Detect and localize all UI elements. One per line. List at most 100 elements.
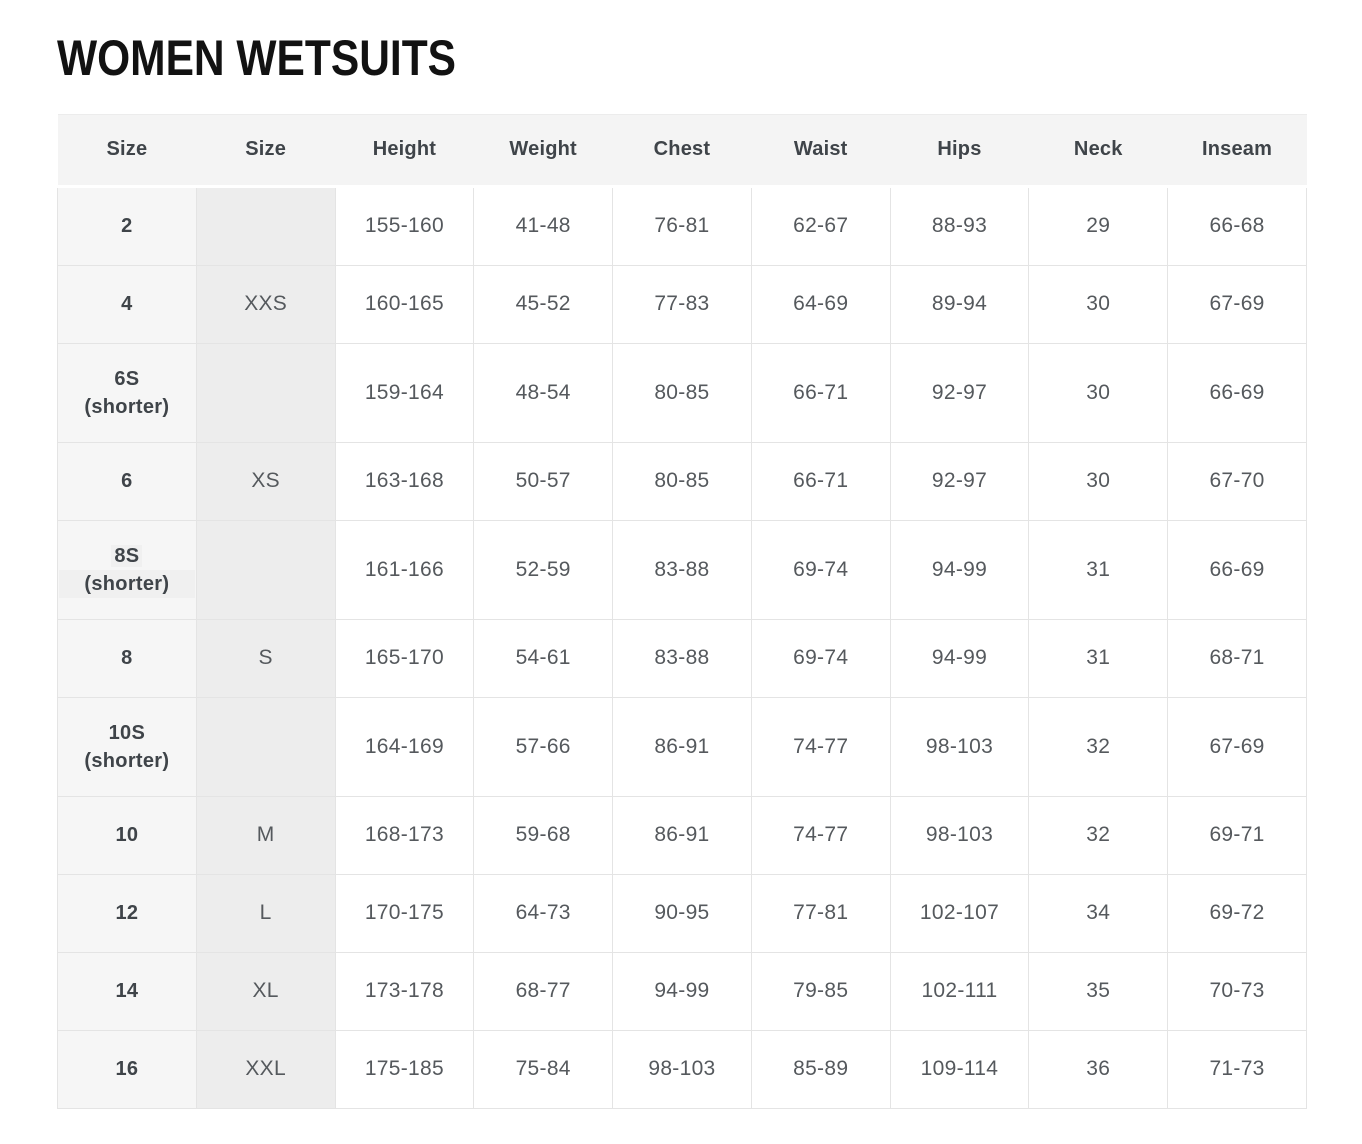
cell-weight: 64-73: [473, 873, 614, 953]
cell-waist: 74-77: [750, 696, 891, 797]
cell-size-letter: [195, 185, 336, 266]
cell-inseam: 71-73: [1167, 1029, 1307, 1109]
size-value: 8: [121, 647, 133, 669]
cell-waist: 77-81: [750, 873, 891, 953]
cell-height: 173-178: [334, 951, 475, 1031]
header-weight: Weight: [473, 113, 613, 188]
cell-neck: 30: [1028, 264, 1169, 344]
header-neck: Neck: [1028, 113, 1168, 188]
cell-waist: 66-71: [750, 441, 891, 521]
size-value: 12: [115, 902, 139, 924]
cell-height: 175-185: [334, 1029, 475, 1109]
cell-waist: 79-85: [750, 951, 891, 1031]
cell-hips: 92-97: [889, 441, 1030, 521]
cell-inseam: 67-70: [1167, 441, 1307, 521]
size-value: 2: [121, 215, 133, 237]
cell-waist: 66-71: [750, 342, 891, 443]
cell-neck: 30: [1028, 342, 1169, 443]
cell-size-letter: [195, 519, 336, 620]
cell-size-letter: XS: [195, 441, 336, 521]
size-value: 4: [121, 293, 133, 315]
size-value: 6: [121, 470, 133, 492]
cell-weight: 57-66: [473, 696, 614, 797]
cell-neck: 32: [1028, 696, 1169, 797]
cell-inseam: 66-68: [1167, 185, 1307, 266]
cell-size-letter: XL: [195, 951, 336, 1031]
cell-neck: 36: [1028, 1029, 1169, 1109]
cell-chest: 83-88: [612, 618, 752, 698]
cell-size: 14: [57, 951, 197, 1031]
cell-height: 161-166: [334, 519, 475, 620]
cell-chest: 83-88: [612, 519, 752, 620]
cell-weight: 68-77: [473, 951, 614, 1031]
cell-weight: 54-61: [473, 618, 614, 698]
table-row: 6S (shorter) 159-164 48-54 80-85 66-71 92-97 30…: [57, 342, 1307, 443]
cell-waist: 74-77: [750, 795, 891, 875]
cell-chest: 98-103: [612, 1029, 752, 1109]
cell-chest: 80-85: [612, 441, 752, 521]
table-header-row: Size Size Height Weight Chest Waist Hips…: [57, 113, 1307, 188]
cell-height: 163-168: [334, 441, 475, 521]
cell-hips: 109-114: [889, 1029, 1030, 1109]
cell-weight: 48-54: [473, 342, 614, 443]
table-body: 2 155-160 41-48 76-81 62-67 88-93 29 66-68 4 XXS 1…: [57, 185, 1307, 1109]
size-value: 16: [115, 1058, 139, 1080]
cell-height: 168-173: [334, 795, 475, 875]
header-height: Height: [335, 113, 474, 188]
cell-chest: 76-81: [612, 185, 752, 266]
cell-size: 10S (shorter): [57, 696, 197, 797]
cell-hips: 98-103: [889, 795, 1030, 875]
size-note: (shorter): [84, 395, 170, 418]
cell-weight: 50-57: [473, 441, 614, 521]
table-row: 10 M 168-173 59-68 86-91 74-77 98-103 32 69-71: [57, 795, 1307, 875]
cell-waist: 62-67: [750, 185, 891, 266]
cell-inseam: 68-71: [1167, 618, 1307, 698]
cell-inseam: 70-73: [1167, 951, 1307, 1031]
cell-neck: 34: [1028, 873, 1169, 953]
cell-weight: 45-52: [473, 264, 614, 344]
cell-neck: 32: [1028, 795, 1169, 875]
table-row: 12 L 170-175 64-73 90-95 77-81 102-107 34 69-72: [57, 873, 1307, 953]
size-note: (shorter): [84, 749, 170, 772]
table-row: 2 155-160 41-48 76-81 62-67 88-93 29 66-68: [57, 185, 1307, 266]
cell-size: 8S (shorter): [57, 519, 197, 620]
cell-size: 4: [57, 264, 197, 344]
header-chest: Chest: [612, 113, 752, 188]
size-note: (shorter): [59, 569, 195, 598]
table-row: 10S (shorter) 164-169 57-66 86-91 74-77 98-103…: [57, 696, 1307, 797]
size-chart-table: Size Size Height Weight Chest Waist Hips…: [57, 113, 1307, 1109]
cell-chest: 86-91: [612, 696, 752, 797]
cell-size-letter: L: [195, 873, 336, 953]
cell-chest: 94-99: [612, 951, 752, 1031]
cell-chest: 80-85: [612, 342, 752, 443]
cell-height: 164-169: [334, 696, 475, 797]
cell-size-letter: S: [195, 618, 336, 698]
table-row: 6 XS 163-168 50-57 80-85 66-71 92-97 30 67-70: [57, 441, 1307, 521]
cell-neck: 31: [1028, 519, 1169, 620]
cell-weight: 59-68: [473, 795, 614, 875]
table-row: 4 XXS 160-165 45-52 77-83 64-69 89-94 30 67-69: [57, 264, 1307, 344]
cell-chest: 86-91: [612, 795, 752, 875]
size-value: 8S: [111, 544, 143, 567]
cell-chest: 90-95: [612, 873, 752, 953]
cell-chest: 77-83: [612, 264, 752, 344]
cell-inseam: 66-69: [1167, 342, 1307, 443]
cell-inseam: 67-69: [1167, 696, 1307, 797]
cell-height: 170-175: [334, 873, 475, 953]
header-size-letter: Size: [196, 113, 336, 188]
cell-hips: 98-103: [889, 696, 1030, 797]
cell-size: 2: [57, 185, 197, 266]
size-value: 14: [115, 980, 139, 1002]
cell-hips: 102-111: [889, 951, 1030, 1031]
cell-hips: 89-94: [889, 264, 1030, 344]
header-waist: Waist: [751, 113, 891, 188]
cell-size-letter: XXL: [195, 1029, 336, 1109]
cell-size-letter: M: [195, 795, 336, 875]
cell-hips: 92-97: [889, 342, 1030, 443]
cell-inseam: 66-69: [1167, 519, 1307, 620]
header-size-us: Size: [57, 113, 197, 188]
cell-waist: 69-74: [750, 618, 891, 698]
cell-size-letter: [195, 342, 336, 443]
cell-hips: 94-99: [889, 618, 1030, 698]
cell-size: 10: [57, 795, 197, 875]
